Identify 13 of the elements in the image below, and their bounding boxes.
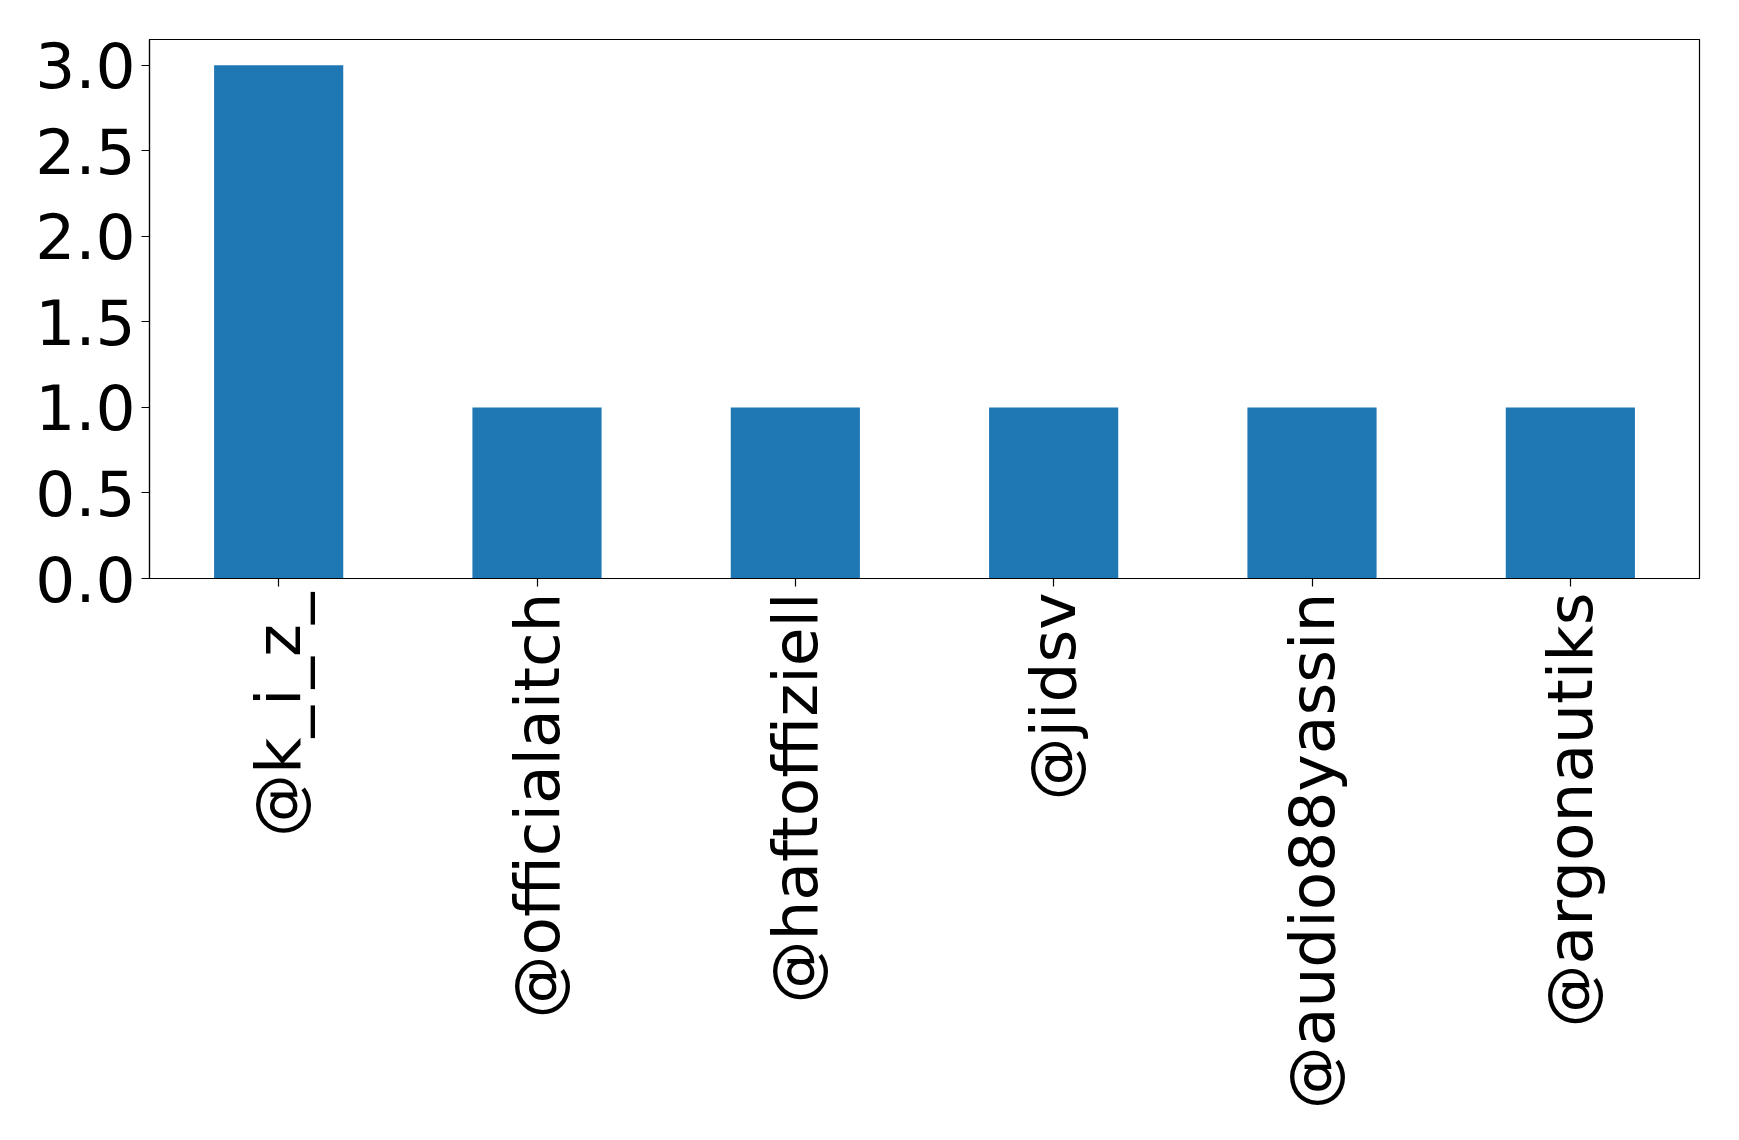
x-tick-label: @audio88yassin bbox=[1275, 592, 1349, 1110]
x-tick-label: @jidsv bbox=[1017, 592, 1091, 801]
y-tick-label: 1.5 bbox=[35, 286, 136, 360]
x-tick-label: @k_i_z_ bbox=[242, 591, 316, 838]
x-tick-label: @argonautiks bbox=[1533, 592, 1607, 1028]
x-tick-label: @officialaitch bbox=[500, 592, 574, 1019]
y-tick-label: 3.0 bbox=[35, 30, 136, 104]
y-tick-label: 0.5 bbox=[35, 457, 136, 531]
y-tick-label: 1.0 bbox=[35, 372, 136, 446]
y-tick-label: 2.5 bbox=[35, 115, 136, 189]
x-tick-label: @haftoffiziell bbox=[758, 592, 832, 1004]
y-tick-label: 0.0 bbox=[35, 543, 136, 617]
y-tick-label: 2.0 bbox=[35, 201, 136, 275]
